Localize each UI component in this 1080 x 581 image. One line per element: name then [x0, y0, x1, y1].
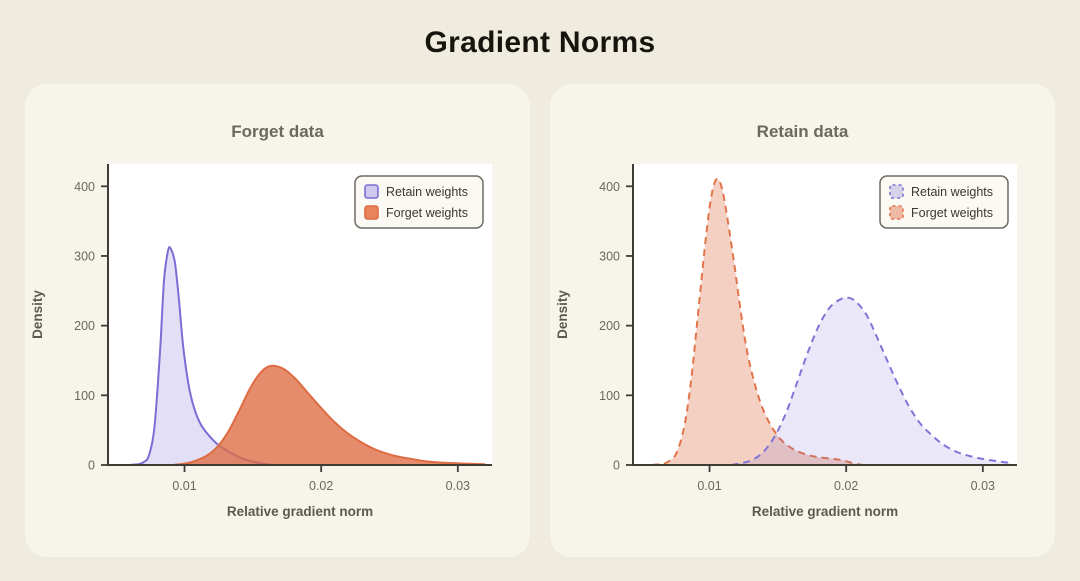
forget-weights-dashed-line: [651, 177, 863, 466]
forget-weights-solid-line: [173, 364, 486, 466]
y-axis-tick-label: 300: [599, 249, 620, 263]
legend-swatch-retain-weights: [889, 184, 904, 199]
y-axis-tick-label: 300: [74, 249, 95, 263]
retain-data-chart: 0 100 200 300 400 0.01 0.02 0.03 Relative gradie…: [555, 164, 1017, 519]
panel-title-forget-data: Forget data: [231, 122, 324, 141]
retain-weights-dashed-area: [731, 297, 1011, 465]
x-axis-tick-label: 0.01: [172, 479, 196, 493]
legend-swatch-forget-weights: [364, 205, 379, 220]
y-axis-tick-label: 0: [613, 459, 620, 473]
x-axis-tick-label: 0.01: [697, 479, 721, 493]
charts-row: Forget data 0 100 200 300 400 0.01 0.02 0.03 Rel…: [0, 84, 1080, 557]
retain-weights-solid-area: [129, 246, 272, 465]
page-title: Gradient Norms: [424, 26, 656, 59]
forget-data-chart: 0 100 200 300 400 0.01 0.02 0.03 Relative gradie…: [30, 164, 492, 519]
x-axis-tick-label: 0.02: [309, 479, 333, 493]
y-axis-label: Density: [30, 290, 45, 339]
legend-label-forget-weights: Forget weights: [386, 206, 468, 220]
page: Gradient Norms Forget data 0 100 200 300 400…: [0, 26, 1080, 557]
legend-label-retain-weights: Retain weights: [386, 185, 468, 199]
forget-data-panel: Forget data 0 100 200 300 400 0.01 0.02 0.03 Rel…: [25, 84, 530, 557]
x-axis-tick-label: 0.03: [446, 479, 470, 493]
x-axis-tick-label: 0.03: [971, 479, 995, 493]
y-axis-tick-label: 400: [74, 180, 95, 194]
y-axis-tick-label: 100: [74, 389, 95, 403]
x-axis-tick-label: 0.02: [834, 479, 858, 493]
legend-swatch-retain-weights: [364, 184, 379, 199]
retain-data-panel: Retain data 0 100 200 300 400 0.01 0.02 0.03 Rel…: [550, 84, 1055, 557]
y-axis-tick-label: 0: [88, 459, 95, 473]
y-axis-tick-label: 200: [74, 319, 95, 333]
legend-label-forget-weights: Forget weights: [911, 206, 993, 220]
legend-box: [354, 175, 484, 229]
forget-weights-solid-area: [173, 365, 486, 465]
panel-title-retain-data: Retain data: [756, 122, 849, 141]
legend-box: [879, 175, 1009, 229]
retain-weights-dashed-line: [731, 296, 1011, 466]
y-axis-label: Density: [555, 290, 570, 339]
x-axis-label: Relative gradient norm: [227, 504, 373, 519]
y-axis-tick-label: 100: [599, 389, 620, 403]
y-axis-tick-label: 400: [599, 180, 620, 194]
x-axis-label: Relative gradient norm: [752, 504, 898, 519]
y-axis-tick-label: 200: [599, 319, 620, 333]
legend-label-retain-weights: Retain weights: [911, 185, 993, 199]
legend-swatch-forget-weights: [889, 205, 904, 220]
